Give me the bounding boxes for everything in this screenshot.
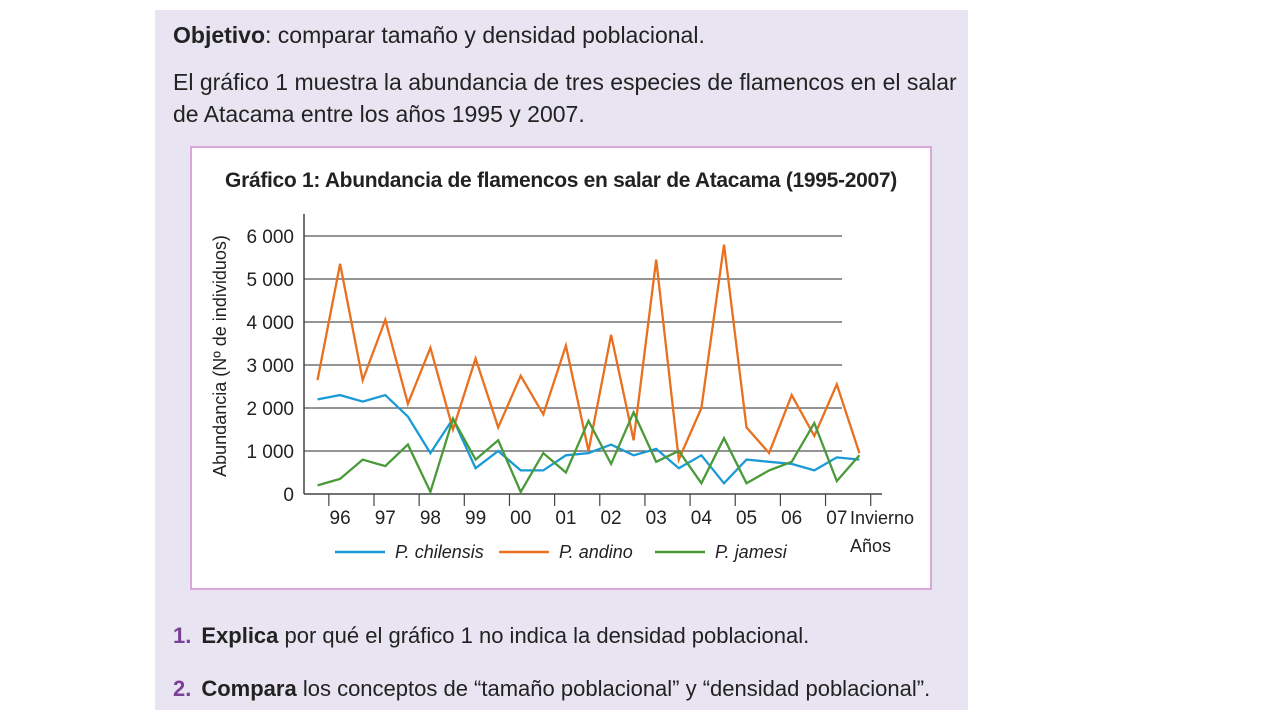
x-axis-label-invierno: Invierno <box>850 508 914 528</box>
question-1-verb: Explica <box>201 623 279 648</box>
x-tick-label: 99 <box>465 508 486 529</box>
x-tick-label: 02 <box>600 508 621 529</box>
legend-label: P. chilensis <box>395 542 484 562</box>
chart-title: Gráfico 1: Abundancia de flamencos en sa… <box>225 169 897 192</box>
objective-label: Objetivo <box>173 22 266 48</box>
y-tick-label: 5 000 <box>246 270 294 291</box>
x-tick-label: 98 <box>420 508 441 529</box>
x-tick-label: 06 <box>781 508 802 529</box>
objective-text: : comparar tamaño y densidad poblacional… <box>265 22 705 48</box>
x-tick-label: 07 <box>826 508 847 529</box>
question-2-text: los conceptos de “tamaño poblacional” y … <box>296 676 931 701</box>
y-tick-label: 1 000 <box>246 442 294 463</box>
y-tick-label: 6 000 <box>246 227 294 248</box>
question-1: 1. Explica por qué el gráfico 1 no indica… <box>173 623 809 649</box>
series-line-p--jamesi <box>317 409 861 496</box>
y-axis-label: Abundancia (Nº de individuos) <box>210 235 230 477</box>
legend-label: P. andino <box>559 542 633 562</box>
x-tick-label: 97 <box>375 508 396 529</box>
series-line-p--andino <box>316 244 861 464</box>
objective-line: Objetivo: comparar tamaño y densidad pob… <box>173 22 705 49</box>
x-tick-label: 03 <box>646 508 667 529</box>
x-tick-label: 05 <box>736 508 757 529</box>
intro-paragraph: El gráfico 1 muestra la abundancia de tr… <box>173 69 957 127</box>
series-line-p--chilensis <box>317 393 860 486</box>
question-1-number: 1. <box>173 623 192 648</box>
y-tick-label: 0 <box>283 485 294 506</box>
question-2-number: 2. <box>173 676 192 701</box>
question-2-verb: Compara <box>201 676 297 701</box>
y-tick-label: 4 000 <box>246 313 294 334</box>
x-axis-label-anos: Años <box>850 536 891 556</box>
x-tick-label: 01 <box>555 508 576 529</box>
question-2: 2. Compara los conceptos de “tamaño pobla… <box>173 676 930 702</box>
legend-label: P. jamesi <box>715 542 788 562</box>
y-tick-label: 2 000 <box>246 399 294 420</box>
chart-frame: Gráfico 1: Abundancia de flamencos en sa… <box>190 146 932 590</box>
y-tick-label: 3 000 <box>246 356 294 377</box>
x-tick-label: 96 <box>330 508 351 529</box>
x-tick-label: 04 <box>691 508 713 529</box>
x-tick-label: 00 <box>510 508 531 529</box>
question-1-text: por qué el gráfico 1 no indica la densid… <box>278 623 810 648</box>
